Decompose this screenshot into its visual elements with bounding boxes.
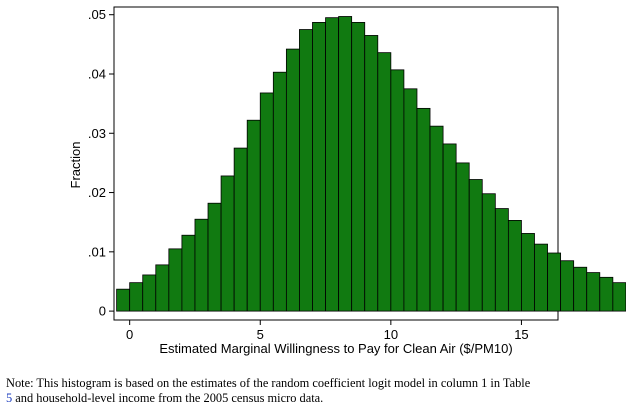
histogram-bar	[116, 288, 131, 312]
histogram-bar	[364, 35, 379, 312]
histogram-bar	[285, 48, 300, 312]
histogram-bar	[142, 274, 157, 312]
histogram-bar	[534, 243, 548, 312]
histogram-bar	[455, 162, 470, 312]
histogram-bar	[547, 252, 562, 312]
histogram-bar	[599, 276, 614, 312]
histogram-bar	[272, 71, 287, 312]
x-tick-label: 5	[257, 327, 264, 342]
histogram-bar	[168, 248, 183, 312]
histogram-chart: 0 5 10 15 0 .01 .02 .03 .04 .05 Estimated Margin…	[68, 6, 626, 356]
x-axis: 0 5 10 15	[126, 320, 529, 342]
histogram-bar	[299, 29, 313, 312]
histogram-bar	[220, 175, 235, 312]
histogram-bar	[586, 272, 601, 312]
y-tick-label: .02	[88, 185, 106, 200]
y-tick-label: .03	[88, 126, 106, 141]
histogram-bar	[181, 234, 196, 312]
histogram-bar	[481, 193, 496, 312]
note-text: Note: This histogram is based on the est…	[6, 376, 531, 390]
x-tick-label: 15	[514, 327, 528, 342]
histogram-bar	[390, 69, 405, 312]
bars-group	[116, 16, 626, 312]
y-axis: 0 .01 .02 .03 .04 .05	[88, 7, 114, 319]
histogram-bar	[573, 266, 588, 312]
histogram-bar	[233, 147, 248, 312]
histogram-bar	[442, 143, 457, 312]
y-tick-label: .04	[88, 66, 106, 81]
histogram-bar	[259, 92, 274, 312]
histogram-bar	[351, 22, 366, 312]
histogram-bar	[129, 282, 144, 312]
histogram-bar	[325, 17, 340, 312]
y-tick-label: .01	[88, 244, 106, 259]
x-tick-label: 10	[384, 327, 398, 342]
histogram-bar	[429, 125, 444, 312]
histogram-bar	[155, 264, 170, 312]
histogram-bar	[207, 202, 222, 312]
histogram-bar	[194, 218, 209, 312]
histogram-bar	[377, 52, 392, 312]
table-reference-link[interactable]: 5	[6, 391, 13, 405]
histogram-bar	[312, 22, 326, 312]
histogram-bar	[403, 88, 418, 312]
histogram-bar	[468, 179, 483, 312]
histogram-bar	[612, 282, 626, 312]
histogram-bar	[521, 233, 535, 312]
x-tick-label: 0	[126, 327, 133, 342]
y-tick-label: 0	[99, 304, 106, 319]
note-text-continued: and household-level income from the 2005…	[12, 391, 324, 405]
histogram-bar	[507, 220, 522, 312]
histogram-bar	[338, 16, 353, 312]
histogram-bar	[494, 208, 509, 312]
histogram-bar	[246, 119, 261, 312]
y-tick-label: .05	[88, 7, 106, 22]
y-axis-label: Fraction	[68, 142, 83, 189]
histogram-bar	[416, 107, 431, 312]
figure-note: Note: This histogram is based on the est…	[6, 376, 620, 406]
histogram-bar	[560, 260, 575, 312]
x-axis-label: Estimated Marginal Willingness to Pay fo…	[159, 341, 512, 356]
